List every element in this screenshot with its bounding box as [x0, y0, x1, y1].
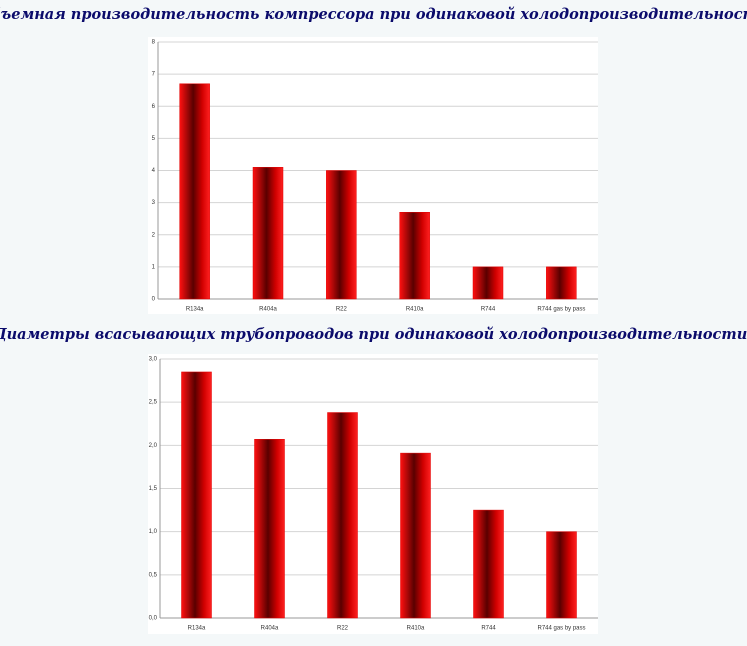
chart-title: Диаметры всасывающих трубопроводов при о…: [0, 326, 747, 343]
y-tick-label: 2,0: [149, 443, 158, 449]
y-tick-label: 2: [152, 232, 156, 238]
x-tick-label: R410a: [406, 307, 424, 313]
y-tick-label: 5: [152, 136, 156, 142]
bar: [327, 412, 358, 619]
y-tick-label: 3: [152, 200, 156, 206]
x-tick-label: R404a: [261, 626, 279, 632]
x-tick-label: R744 gas by pass: [537, 307, 585, 313]
y-tick-label: 8: [152, 40, 156, 46]
plot-panel: [148, 37, 598, 314]
x-tick-label: R134a: [188, 626, 206, 632]
y-tick-label: 1,5: [149, 486, 158, 492]
y-tick-label: 1,0: [149, 529, 158, 535]
bar: [400, 452, 431, 619]
bar: [546, 531, 577, 619]
bar: [252, 167, 284, 300]
bar: [399, 212, 430, 300]
y-tick-label: 1: [152, 264, 156, 270]
y-tick-label: 0,5: [149, 572, 158, 578]
bar: [473, 509, 504, 619]
bar: [326, 170, 357, 300]
plot-panel: [148, 354, 598, 634]
y-tick-label: 3,0: [149, 357, 158, 363]
bar: [472, 266, 504, 300]
y-tick-label: 0,0: [149, 616, 158, 622]
x-tick-label: R22: [336, 307, 348, 313]
bar: [546, 266, 577, 300]
x-tick-label: R744: [481, 307, 496, 313]
y-tick-label: 6: [152, 104, 156, 110]
x-tick-label: R410a: [407, 626, 425, 632]
x-tick-label: R134a: [186, 307, 204, 313]
bar: [181, 371, 212, 619]
x-tick-label: R22: [337, 626, 349, 632]
y-tick-label: 0: [152, 297, 156, 303]
x-tick-label: R744: [481, 626, 496, 632]
y-tick-label: 4: [152, 168, 156, 174]
chart-title: Объемная производительность компрессора …: [0, 6, 747, 23]
x-tick-label: R744 gas by pass: [537, 626, 585, 632]
bar: [254, 439, 285, 619]
x-tick-label: R404a: [259, 307, 277, 313]
y-tick-label: 7: [152, 72, 156, 78]
y-tick-label: 2,5: [149, 400, 158, 406]
bar: [179, 83, 210, 300]
